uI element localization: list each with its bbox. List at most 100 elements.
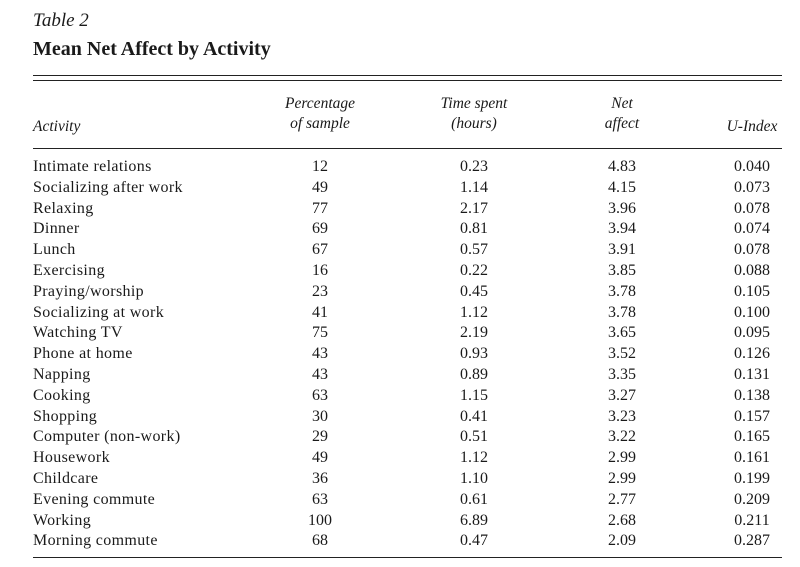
cell-percentage: 49 [312, 178, 328, 196]
cell-percentage: 43 [312, 345, 328, 363]
cell-net-affect: 3.27 [608, 386, 636, 404]
cell-time-spent: 0.23 [460, 158, 488, 175]
header-net-line1: Net [611, 95, 633, 112]
cell-percentage: 23 [312, 282, 328, 300]
cell-activity: Morning commute [33, 532, 158, 550]
cell-u-index: 0.095 [734, 324, 770, 342]
header-percentage: Percentage of sample [262, 94, 378, 134]
cell-activity: Socializing at work [33, 303, 165, 321]
cell-net-affect: 3.22 [608, 428, 636, 446]
cell-u-index: 0.211 [734, 511, 770, 529]
cell-activity: Shopping [33, 407, 98, 425]
cell-percentage: 29 [312, 428, 328, 446]
table-row: Cooking 63 1.15 3.27 0.138 [0, 386, 800, 407]
cell-activity: Working [33, 511, 92, 529]
cell-percentage: 36 [312, 470, 328, 487]
cell-u-index: 0.138 [734, 386, 770, 404]
cell-time-spent: 0.22 [460, 262, 488, 279]
cell-percentage: 63 [312, 386, 328, 404]
cell-activity: Evening commute [33, 490, 156, 508]
cell-percentage: 75 [312, 324, 328, 342]
table-row: Housework 49 1.12 2.99 0.161 [0, 448, 800, 469]
cell-time-spent: 6.89 [460, 511, 488, 529]
cell-net-affect: 2.99 [608, 470, 636, 487]
cell-u-index: 0.078 [734, 199, 770, 217]
cell-u-index: 0.073 [734, 178, 770, 196]
table-label: Table 2 [33, 10, 89, 31]
cell-u-index: 0.165 [734, 428, 770, 446]
cell-time-spent: 2.19 [460, 324, 488, 342]
cell-activity: Housework [33, 449, 110, 467]
cell-time-spent: 0.89 [460, 366, 488, 383]
cell-activity: Cooking [33, 386, 91, 404]
table-row: Evening commute 63 0.61 2.77 0.209 [0, 490, 800, 511]
header-time-line2: (hours) [451, 115, 497, 132]
cell-time-spent: 0.57 [460, 241, 488, 259]
table-row: Watching TV 75 2.19 3.65 0.095 [0, 323, 800, 344]
header-time-spent: Time spent (hours) [416, 94, 532, 134]
cell-u-index: 0.157 [734, 407, 770, 425]
cell-activity: Exercising [33, 262, 105, 279]
cell-u-index: 0.131 [734, 366, 770, 383]
top-rule [33, 75, 782, 77]
header-net-affect: Net affect [564, 94, 680, 134]
cell-percentage: 49 [312, 449, 328, 467]
header-percentage-line2: of sample [290, 115, 350, 132]
table-row: Dinner 69 0.81 3.94 0.074 [0, 219, 800, 240]
table-row: Morning commute 68 0.47 2.09 0.287 [0, 531, 800, 552]
cell-activity: Watching TV [33, 324, 123, 342]
cell-percentage: 41 [312, 303, 328, 321]
cell-activity: Praying/worship [33, 282, 145, 300]
header-activity: Activity [33, 118, 81, 135]
cell-activity: Dinner [33, 220, 80, 238]
table-row: Exercising 16 0.22 3.85 0.088 [0, 261, 800, 282]
cell-u-index: 0.074 [734, 220, 770, 238]
table-row: Childcare 36 1.10 2.99 0.199 [0, 469, 800, 490]
cell-u-index: 0.105 [734, 282, 770, 300]
header-u-index: U-Index [726, 118, 778, 135]
cell-net-affect: 4.83 [608, 158, 636, 175]
header-time-line1: Time spent [440, 95, 508, 112]
cell-percentage: 68 [312, 532, 328, 550]
cell-activity: Socializing after work [33, 178, 183, 196]
cell-u-index: 0.088 [734, 262, 770, 279]
header-percentage-line1: Percentage [285, 95, 355, 112]
cell-net-affect: 3.96 [608, 199, 636, 217]
cell-u-index: 0.078 [734, 241, 770, 259]
cell-activity: Phone at home [33, 345, 133, 363]
cell-percentage: 12 [312, 158, 328, 175]
header-rule [33, 148, 782, 149]
cell-percentage: 16 [312, 262, 328, 279]
cell-time-spent: 0.93 [460, 345, 488, 363]
bottom-rule [33, 557, 782, 558]
cell-net-affect: 2.99 [608, 449, 636, 467]
cell-time-spent: 0.51 [460, 428, 488, 446]
table-row: Napping 43 0.89 3.35 0.131 [0, 365, 800, 386]
cell-u-index: 0.199 [734, 470, 770, 487]
cell-net-affect: 3.23 [608, 407, 636, 425]
cell-net-affect: 3.35 [608, 366, 636, 383]
cell-u-index: 0.100 [734, 303, 770, 321]
table-row: Socializing at work 41 1.12 3.78 0.100 [0, 303, 800, 324]
cell-time-spent: 1.12 [460, 449, 488, 467]
cell-u-index: 0.209 [734, 490, 770, 508]
cell-activity: Napping [33, 366, 91, 383]
cell-activity: Intimate relations [33, 158, 152, 175]
top-rule-inner [33, 80, 782, 82]
cell-activity: Childcare [33, 470, 99, 487]
table-row: Intimate relations 12 0.23 4.83 0.040 [0, 157, 800, 178]
cell-percentage: 69 [312, 220, 328, 238]
cell-percentage: 77 [312, 199, 328, 217]
cell-time-spent: 1.14 [460, 178, 488, 196]
table-row: Shopping 30 0.41 3.23 0.157 [0, 407, 800, 428]
cell-time-spent: 0.81 [460, 220, 488, 238]
cell-net-affect: 3.52 [608, 345, 636, 363]
cell-percentage: 43 [312, 366, 328, 383]
cell-percentage: 67 [312, 241, 328, 259]
cell-percentage: 100 [308, 511, 332, 529]
cell-time-spent: 1.12 [460, 303, 488, 321]
cell-net-affect: 4.15 [608, 178, 636, 196]
header-net-line2: affect [604, 115, 640, 132]
cell-u-index: 0.161 [734, 449, 770, 467]
cell-net-affect: 3.85 [608, 262, 636, 279]
